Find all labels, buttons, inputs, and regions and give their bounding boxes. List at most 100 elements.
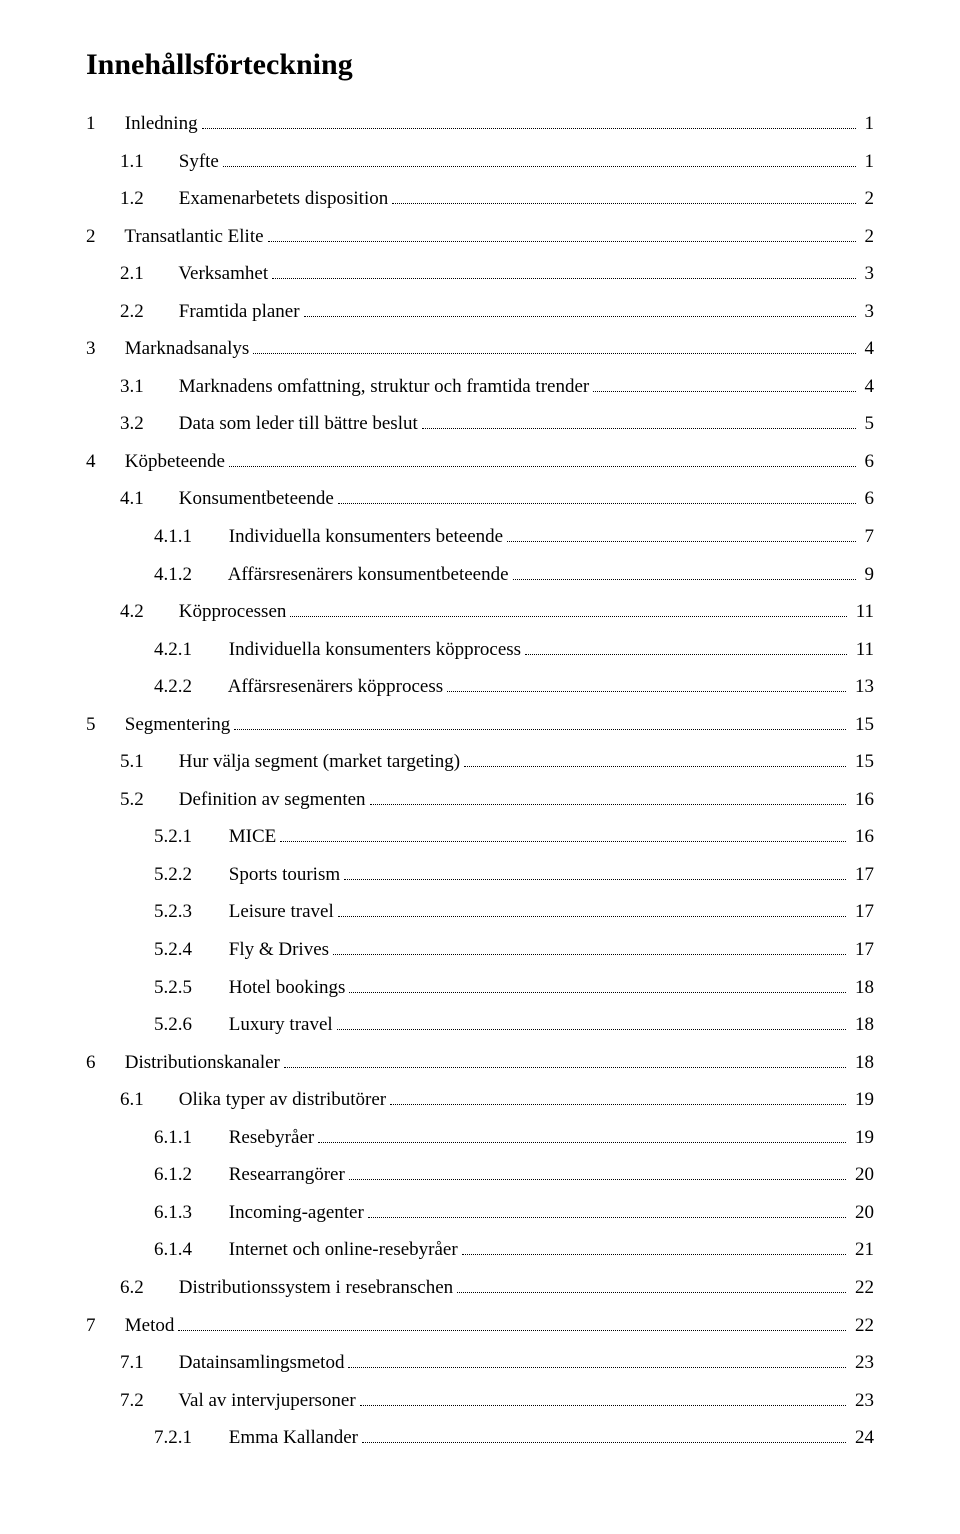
toc-entry-page: 1 [860, 148, 874, 176]
toc-entry-label: Distributionskanaler [120, 1049, 280, 1077]
toc-entry-page: 20 [850, 1161, 874, 1189]
toc-entry[interactable]: 4.2 Köpprocessen 11 [86, 598, 874, 626]
toc-entry-label: Olika typer av distributörer [174, 1086, 386, 1114]
table-of-contents: 1 Inledning 1 1.1 Syfte 1 1.2 Examenarbete… [86, 110, 874, 1452]
toc-entry[interactable]: 6.2 Distributionssystem i resebranschen … [86, 1274, 874, 1302]
toc-entry-page: 6 [860, 448, 874, 476]
toc-entry[interactable]: 5 Segmentering 15 [86, 711, 874, 739]
toc-entry-number: 6 [86, 1049, 120, 1077]
toc-entry-label: Segmentering [120, 711, 230, 739]
toc-entry-number: 5.2.3 [86, 898, 224, 926]
toc-entry-page: 6 [860, 485, 874, 513]
toc-leader [392, 188, 856, 204]
toc-entry-number: 1 [86, 110, 120, 138]
toc-entry[interactable]: 4.1 Konsumentbeteende 6 [86, 485, 874, 513]
toc-leader [513, 563, 856, 579]
toc-entry-page: 3 [860, 260, 874, 288]
toc-entry[interactable]: 1 Inledning 1 [86, 110, 874, 138]
toc-entry[interactable]: 5.2.4 Fly & Drives 17 [86, 936, 874, 964]
toc-entry[interactable]: 7.2 Val av intervjupersoner 23 [86, 1387, 874, 1415]
toc-entry[interactable]: 4.2.1 Individuella konsumenters köpproce… [86, 636, 874, 664]
toc-leader [338, 488, 856, 504]
toc-entry-number: 3 [86, 335, 120, 363]
toc-entry-number: 3.2 [86, 410, 174, 438]
toc-entry-label: Affärsresenärers konsumentbeteende [224, 561, 509, 589]
toc-entry-page: 4 [860, 335, 874, 363]
toc-entry[interactable]: 5.2.1 MICE 16 [86, 823, 874, 851]
toc-entry-number: 4.2 [86, 598, 174, 626]
toc-leader [337, 1014, 847, 1030]
toc-entry-label: Researrangörer [224, 1161, 345, 1189]
toc-entry[interactable]: 2.1 Verksamhet 3 [86, 260, 874, 288]
toc-entry-page: 15 [850, 711, 874, 739]
toc-entry[interactable]: 3.1 Marknadens omfattning, struktur och … [86, 373, 874, 401]
toc-entry-page: 20 [850, 1199, 874, 1227]
toc-entry[interactable]: 6.1.4 Internet och online-resebyråer 21 [86, 1236, 874, 1264]
toc-entry-page: 5 [860, 410, 874, 438]
toc-entry[interactable]: 2.2 Framtida planer 3 [86, 298, 874, 326]
toc-entry-number: 6.1 [86, 1086, 174, 1114]
toc-entry-number: 6.1.4 [86, 1236, 224, 1264]
toc-entry[interactable]: 5.1 Hur välja segment (market targeting)… [86, 748, 874, 776]
toc-entry[interactable]: 7.1 Datainsamlingsmetod 23 [86, 1349, 874, 1377]
toc-entry-page: 2 [860, 185, 874, 213]
toc-entry[interactable]: 1.1 Syfte 1 [86, 148, 874, 176]
toc-entry-number: 4.1 [86, 485, 174, 513]
toc-entry[interactable]: 3 Marknadsanalys 4 [86, 335, 874, 363]
toc-leader [318, 1127, 846, 1143]
toc-entry-page: 19 [850, 1124, 874, 1152]
toc-leader [229, 451, 856, 467]
toc-entry-number: 5 [86, 711, 120, 739]
toc-entry-page: 18 [850, 1049, 874, 1077]
toc-leader [268, 225, 856, 241]
toc-entry-label: Luxury travel [224, 1011, 333, 1039]
toc-entry-label: Data som leder till bättre beslut [174, 410, 418, 438]
toc-entry-label: Konsumentbeteende [174, 485, 334, 513]
toc-entry[interactable]: 4.2.2 Affärsresenärers köpprocess 13 [86, 673, 874, 701]
toc-entry-label: Syfte [174, 148, 219, 176]
toc-leader [507, 526, 856, 542]
toc-leader [360, 1389, 847, 1405]
toc-entry-number: 5.2.4 [86, 936, 224, 964]
toc-entry[interactable]: 3.2 Data som leder till bättre beslut 5 [86, 410, 874, 438]
toc-entry[interactable]: 5.2.2 Sports tourism 17 [86, 861, 874, 889]
toc-entry-label: Marknadsanalys [120, 335, 249, 363]
toc-entry-number: 6.1.2 [86, 1161, 224, 1189]
toc-entry[interactable]: 6.1.1 Resebyråer 19 [86, 1124, 874, 1152]
toc-entry[interactable]: 1.2 Examenarbetets disposition 2 [86, 185, 874, 213]
toc-entry[interactable]: 6.1.2 Researrangörer 20 [86, 1161, 874, 1189]
toc-entry-number: 4.2.1 [86, 636, 224, 664]
toc-leader [368, 1202, 846, 1218]
toc-entry-number: 5.1 [86, 748, 174, 776]
toc-entry[interactable]: 4.1.2 Affärsresenärers konsumentbeteende… [86, 561, 874, 589]
toc-entry-number: 5.2.1 [86, 823, 224, 851]
toc-entry-label: Resebyråer [224, 1124, 314, 1152]
toc-entry-page: 16 [850, 823, 874, 851]
toc-entry-page: 21 [850, 1236, 874, 1264]
toc-entry-number: 4.2.2 [86, 673, 224, 701]
toc-leader [349, 976, 846, 992]
toc-leader [462, 1239, 847, 1255]
toc-entry[interactable]: 4 Köpbeteende 6 [86, 448, 874, 476]
toc-leader [234, 714, 846, 730]
toc-entry[interactable]: 7 Metod 22 [86, 1312, 874, 1340]
toc-entry[interactable]: 5.2 Definition av segmenten 16 [86, 786, 874, 814]
toc-entry[interactable]: 7.2.1 Emma Kallander 24 [86, 1424, 874, 1452]
toc-entry-page: 23 [850, 1387, 874, 1415]
toc-entry[interactable]: 6 Distributionskanaler 18 [86, 1049, 874, 1077]
toc-leader [178, 1314, 846, 1330]
toc-entry-page: 7 [860, 523, 874, 551]
toc-entry[interactable]: 6.1.3 Incoming-agenter 20 [86, 1199, 874, 1227]
toc-entry-label: Hotel bookings [224, 974, 345, 1002]
toc-entry[interactable]: 6.1 Olika typer av distributörer 19 [86, 1086, 874, 1114]
toc-leader [223, 150, 856, 166]
toc-entry[interactable]: 2 Transatlantic Elite 2 [86, 223, 874, 251]
toc-entry[interactable]: 4.1.1 Individuella konsumenters beteende… [86, 523, 874, 551]
toc-leader [525, 638, 847, 654]
toc-entry[interactable]: 5.2.6 Luxury travel 18 [86, 1011, 874, 1039]
toc-entry-label: Framtida planer [174, 298, 300, 326]
toc-entry-label: Individuella konsumenters beteende [224, 523, 503, 551]
toc-entry[interactable]: 5.2.3 Leisure travel 17 [86, 898, 874, 926]
toc-entry-label: Fly & Drives [224, 936, 329, 964]
toc-entry[interactable]: 5.2.5 Hotel bookings 18 [86, 974, 874, 1002]
